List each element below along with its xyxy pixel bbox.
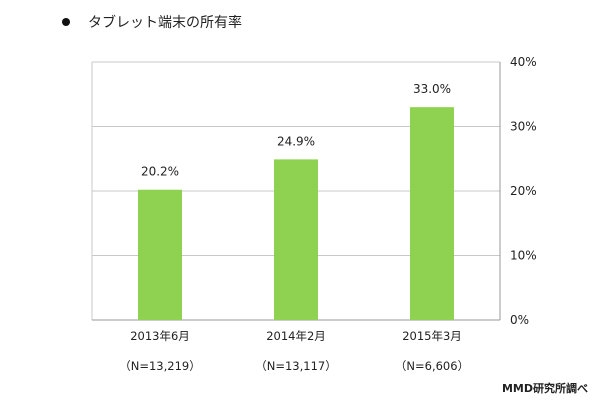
bullet-icon <box>62 18 70 26</box>
bar-value-label: 33.0% <box>413 82 451 96</box>
sample-size-label: （N=13,219） <box>119 359 200 373</box>
x-tick-label: 2013年6月 <box>130 329 190 343</box>
y-tick-label: 0% <box>510 313 529 327</box>
sample-size-label: （N=13,117） <box>255 359 336 373</box>
y-tick-label: 20% <box>510 184 537 198</box>
source-note: MMD研究所調べ <box>501 382 588 395</box>
chart-title: タブレット端末の所有率 <box>88 15 242 31</box>
bar <box>410 107 454 321</box>
bar <box>274 159 318 320</box>
bar-value-label: 20.2% <box>141 165 179 179</box>
chart-title-row: タブレット端末の所有率 <box>62 12 242 32</box>
y-tick-label: 30% <box>510 120 537 134</box>
sample-size-label: （N=6,606） <box>395 359 469 373</box>
y-tick-label: 40% <box>510 55 537 69</box>
x-tick-label: 2015年3月 <box>402 329 462 343</box>
y-tick-label: 10% <box>510 249 537 263</box>
bar <box>138 189 182 320</box>
x-tick-label: 2014年2月 <box>266 329 326 343</box>
bar-value-label: 24.9% <box>277 134 315 148</box>
